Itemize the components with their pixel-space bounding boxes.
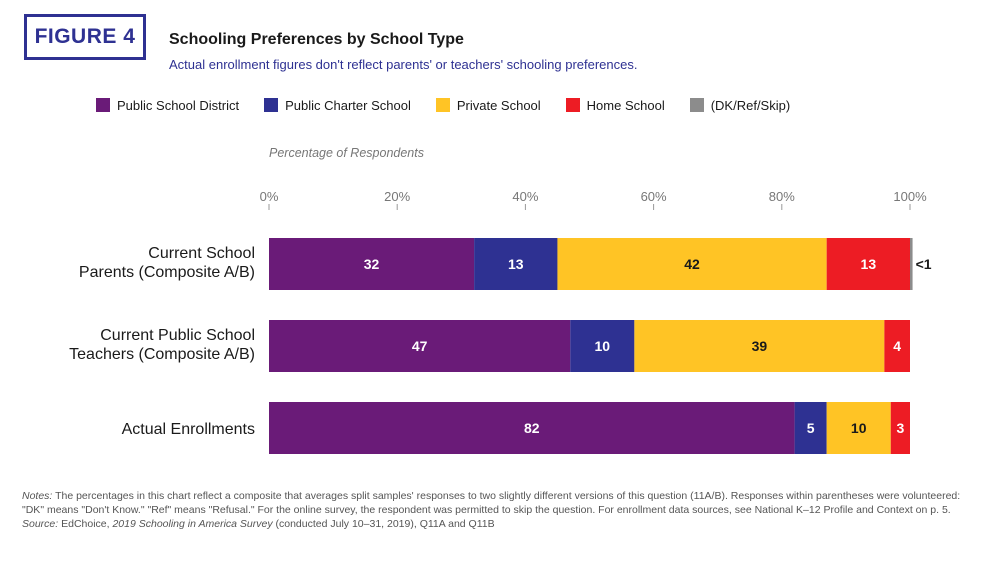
- source-pre: EdChoice,: [58, 518, 113, 530]
- data-label: 10: [595, 338, 611, 354]
- chart-subtitle: Actual enrollment figures don't reflect …: [169, 57, 638, 72]
- bar-segment: [474, 238, 558, 290]
- legend-swatch: [565, 98, 580, 112]
- chart-notes: Notes: The percentages in this chart ref…: [22, 489, 962, 531]
- x-tick-label: 20%: [384, 189, 410, 204]
- legend-item: Public School District: [96, 98, 239, 113]
- data-label: 32: [364, 256, 380, 272]
- data-label: 47: [412, 338, 428, 354]
- data-label: <1: [916, 256, 932, 272]
- data-label: 10: [851, 420, 867, 436]
- legend-swatch: [689, 98, 704, 112]
- source-post: (conducted July 10–31, 2019), Q11A and Q…: [272, 518, 495, 530]
- x-tick-label: 40%: [512, 189, 538, 204]
- bar-segment: [794, 402, 827, 454]
- bar-segment: [910, 238, 913, 290]
- category-label: Teachers (Composite A/B): [69, 346, 255, 363]
- notes-paragraph: Notes: The percentages in this chart ref…: [22, 489, 962, 517]
- legend-swatch: [435, 98, 450, 112]
- source-line: Source: EdChoice, 2019 Schooling in Amer…: [22, 517, 962, 531]
- data-label: 82: [524, 420, 540, 436]
- notes-label: Notes:: [22, 490, 53, 502]
- x-tick-label: 100%: [893, 189, 927, 204]
- chart-legend: Public School District Public Charter Sch…: [96, 96, 815, 114]
- bar-segment: [890, 402, 910, 454]
- x-axis-title: Percentage of Respondents: [269, 146, 424, 160]
- data-label: 3: [896, 420, 904, 436]
- legend-label: Home School: [586, 97, 665, 113]
- bar-segment: [269, 320, 571, 372]
- figure-label: FIGURE 4: [24, 14, 146, 60]
- legend-swatch: [96, 98, 110, 112]
- legend-label: Public School District: [117, 97, 240, 113]
- category-label: Current School: [148, 245, 255, 262]
- legend-label: Public Charter School: [285, 97, 411, 113]
- data-label: 42: [684, 256, 700, 272]
- x-tick-label: 0%: [260, 189, 279, 204]
- legend-item: Public Charter School: [264, 98, 411, 113]
- bar-segment: [269, 402, 795, 454]
- category-label: Current Public School: [100, 327, 255, 344]
- bar-segment: [634, 320, 885, 372]
- source-title: 2019 Schooling in America Survey: [112, 518, 273, 530]
- data-label: 5: [807, 420, 815, 436]
- bar-segment: [269, 238, 475, 290]
- legend-label: Private School: [456, 97, 541, 113]
- data-label: 13: [861, 256, 877, 272]
- x-tick-label: 80%: [769, 189, 795, 204]
- bar-segment: [826, 402, 891, 454]
- legend-swatch: [264, 98, 279, 112]
- category-label: Parents (Composite A/B): [79, 264, 255, 281]
- notes-text: The percentages in this chart reflect a …: [22, 490, 961, 516]
- data-label: 4: [893, 338, 901, 354]
- data-label: 13: [508, 256, 524, 272]
- bar-segment: [557, 238, 827, 290]
- data-label: 39: [752, 338, 768, 354]
- bar-segment: [884, 320, 910, 372]
- category-label: Actual Enrollments: [122, 421, 255, 438]
- stacked-bar-chart: Percentage of Respondents 0% 20% 40% 60% 80% 1…: [69, 146, 932, 454]
- chart-title: Schooling Preferences by School Type: [169, 31, 464, 48]
- bar-segment: [826, 238, 910, 290]
- legend-item: Private School: [435, 97, 541, 113]
- x-tick-label: 60%: [641, 189, 667, 204]
- bar-segment: [570, 320, 635, 372]
- source-label: Source:: [22, 518, 59, 530]
- legend-item: (DK/Ref/Skip): [689, 97, 791, 113]
- legend-item: Home School: [565, 97, 665, 113]
- legend-label: (DK/Ref/Skip): [710, 97, 791, 113]
